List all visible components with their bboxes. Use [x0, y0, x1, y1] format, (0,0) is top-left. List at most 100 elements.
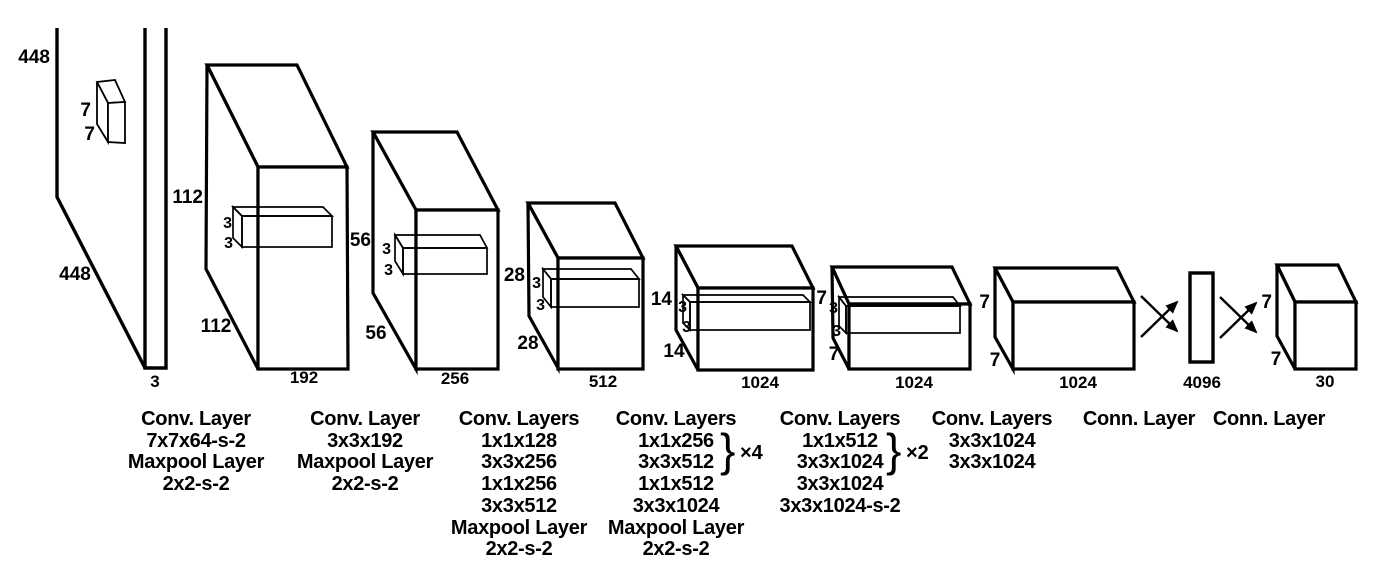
caption-line: 2x2-s-2	[642, 538, 710, 561]
repeat-multiplier-x4: ×4	[740, 442, 763, 464]
conv-block-1-box	[204, 63, 350, 371]
caption-line: Conn. Layer	[1082, 408, 1196, 430]
box-top-face	[829, 265, 973, 306]
output-tensor-box	[1274, 263, 1359, 371]
kernel-front-face	[550, 278, 640, 308]
caption-line: Conv. Layers	[779, 408, 901, 430]
block1-diag-label: 112	[201, 316, 232, 337]
repeat-brace-x2: }	[886, 424, 902, 476]
caption-line: 2x2-s-2	[331, 473, 399, 496]
box-front-face	[256, 165, 350, 371]
conv-block-3-box	[525, 201, 646, 375]
block2-side-label: 56	[350, 230, 371, 251]
block2-kernel-w-label: 3	[384, 262, 393, 279]
block2-diag-label: 56	[365, 323, 386, 344]
block3-diag-label: 28	[517, 333, 538, 354]
input-plate-left-edge	[55, 28, 147, 369]
block1-kernel-w-label: 3	[224, 235, 233, 252]
input-plate-slab	[143, 28, 168, 370]
fc-layer-4096-bar	[1188, 271, 1215, 364]
repeat-multiplier-x2: ×2	[906, 442, 929, 464]
block4-kernel-w-label: 3	[682, 319, 691, 336]
arrow-up-right	[1219, 301, 1258, 339]
caption-line: Conv. Layer	[141, 408, 251, 430]
block5-side-label: 7	[816, 288, 827, 309]
box-front-face	[414, 208, 500, 371]
caption-line: Conv. Layers	[615, 408, 737, 430]
fc-connection-arrows-1	[1140, 295, 1179, 338]
input-patch-box	[95, 79, 127, 146]
conv-block-4-box	[673, 244, 816, 372]
arrow-down-right	[1140, 295, 1179, 333]
fc-size-label: 4096	[1183, 373, 1221, 392]
output-depth-label: 30	[1316, 372, 1335, 391]
conv-block-2-box	[370, 130, 501, 376]
conv-block-5-box	[829, 265, 973, 371]
caption-line: 3x3x1024	[796, 451, 884, 474]
kernel-front-face	[241, 215, 333, 248]
caption-line: 3x3x192	[327, 429, 403, 452]
input-height-label: 448	[18, 47, 50, 68]
caption-line: 3x3x1024	[948, 429, 1036, 452]
block5-kernel-w-label: 3	[832, 323, 841, 340]
box-front-face	[696, 286, 815, 372]
input-depth-label: 3	[150, 372, 159, 391]
arrow-down-right	[1219, 296, 1258, 334]
box-top-face	[992, 266, 1137, 304]
caption-line: Maxpool Layer	[127, 451, 265, 474]
block3-kernel-h-label: 3	[532, 275, 541, 292]
kernel-front-face	[402, 247, 488, 275]
repeat-brace-x4: }	[720, 424, 736, 476]
caption-line: Conv. Layers	[931, 408, 1053, 430]
caption-line: Maxpool Layer	[450, 516, 588, 539]
block5-kernel-h-label: 3	[829, 300, 838, 317]
block3-side-label: 28	[504, 265, 525, 286]
conv-block-6-box	[992, 266, 1137, 376]
box-front-face	[556, 256, 645, 371]
caption-line: 2x2-s-2	[162, 473, 230, 496]
caption-conv-layer-2: Conv. Layer 3x3x192 Maxpool Layer 2x2-s-…	[255, 408, 475, 496]
caption-line: 3x3x1024	[796, 473, 884, 496]
caption-conn-layer-2: Conn. Layer	[1159, 408, 1374, 431]
block6-depth-label: 1024	[1059, 373, 1097, 392]
caption-line: 3x3x512	[638, 451, 714, 474]
block4-side-label: 14	[651, 289, 673, 310]
caption-conv-layers-5: Conv. Layers 1x1x512 3x3x1024 3x3x1024 3…	[730, 408, 950, 518]
block6-diag-label: 7	[990, 350, 1001, 371]
block3-kernel-w-label: 3	[536, 297, 545, 314]
block4-depth-label: 1024	[741, 373, 779, 392]
caption-line: 1x1x512	[638, 473, 714, 496]
kernel-front-face	[689, 301, 811, 331]
caption-conv-layers-4: Conv. Layers 1x1x256 3x3x512 1x1x512 3x3…	[566, 408, 786, 561]
caption-line: 3x3x1024-s-2	[779, 494, 901, 517]
box-front-face	[847, 302, 972, 371]
arrow-up-right	[1140, 300, 1179, 338]
caption-line: Conv. Layer	[310, 408, 420, 430]
caption-conn-layer-1: Conn. Layer	[1029, 408, 1249, 431]
block4-kernel-h-label: 3	[678, 299, 687, 316]
caption-line: Conn. Layer	[1212, 408, 1326, 430]
caption-line: 1x1x256	[638, 429, 714, 452]
patch-height-label: 7	[80, 100, 91, 121]
block5-diag-label: 7	[829, 344, 840, 365]
caption-line: Maxpool Layer	[607, 516, 745, 539]
caption-line: 3x3x1024	[632, 494, 720, 517]
caption-conv-layers-6: Conv. Layers 3x3x1024 3x3x1024	[882, 408, 1102, 474]
caption-line: 3x3x256	[481, 451, 557, 474]
caption-line: 7x7x64-s-2	[146, 429, 246, 452]
input-image-plate	[55, 28, 168, 370]
block2-kernel-h-label: 3	[382, 241, 391, 258]
input-width-label: 448	[59, 264, 91, 285]
caption-line: 3x3x512	[481, 494, 557, 517]
block5-depth-label: 1024	[895, 373, 933, 392]
block2-depth-label: 256	[441, 369, 469, 388]
kernel-front-face	[845, 305, 961, 334]
fc-connection-arrows-2	[1219, 296, 1258, 339]
caption-conv-layers-3: Conv. Layers 1x1x128 3x3x256 1x1x256 3x3…	[409, 408, 629, 561]
caption-line: Conv. Layers	[458, 408, 580, 430]
patch-right-face	[107, 101, 126, 144]
box-top-face	[673, 244, 816, 290]
caption-conv-layer-1: Conv. Layer 7x7x64-s-2 Maxpool Layer 2x2…	[86, 408, 306, 496]
